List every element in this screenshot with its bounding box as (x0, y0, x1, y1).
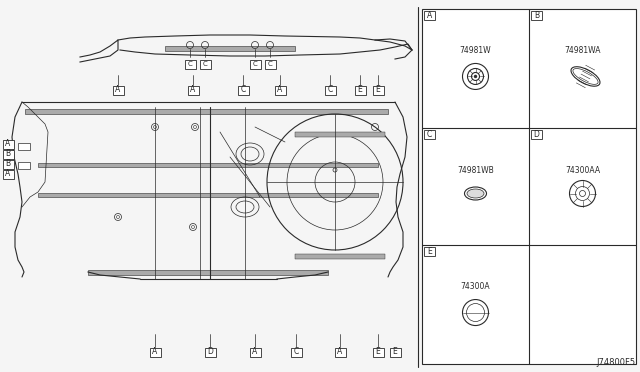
Text: C: C (268, 61, 273, 67)
Text: B: B (534, 11, 539, 20)
Bar (390, 347, 401, 356)
Bar (372, 86, 383, 94)
Bar (3, 150, 13, 158)
Bar (291, 347, 301, 356)
Bar (38, 193, 378, 197)
Bar (200, 60, 211, 68)
Bar (355, 86, 365, 94)
Text: 74981WA: 74981WA (564, 46, 601, 55)
Bar (422, 9, 636, 364)
Text: A: A (337, 347, 342, 356)
Bar (295, 132, 385, 137)
Text: B: B (5, 160, 11, 169)
Text: 74981WB: 74981WB (457, 166, 494, 175)
Text: A: A (252, 347, 258, 356)
Text: A: A (5, 140, 11, 148)
Text: C: C (253, 61, 257, 67)
Bar (275, 86, 285, 94)
Text: C: C (203, 61, 207, 67)
Text: 74300A: 74300A (461, 282, 490, 291)
Text: C: C (328, 86, 333, 94)
Text: A: A (190, 86, 196, 94)
Bar (372, 347, 383, 356)
Text: A: A (5, 170, 11, 179)
Text: E: E (376, 347, 380, 356)
Bar (18, 162, 30, 169)
Text: A: A (427, 11, 432, 20)
Bar (205, 347, 216, 356)
Bar (18, 143, 30, 150)
Ellipse shape (467, 189, 484, 198)
Text: C: C (241, 86, 246, 94)
Text: E: E (427, 247, 432, 256)
Bar (250, 60, 260, 68)
Circle shape (474, 75, 477, 78)
Text: D: D (534, 130, 540, 139)
Text: E: E (376, 86, 380, 94)
Text: 74981W: 74981W (460, 46, 492, 55)
Bar (424, 130, 435, 139)
Bar (531, 11, 542, 20)
Text: C: C (188, 61, 193, 67)
Text: A: A (277, 86, 283, 94)
Text: E: E (358, 86, 362, 94)
Bar (3, 170, 13, 179)
Bar (38, 163, 378, 167)
Bar (25, 109, 388, 114)
Bar (165, 46, 295, 51)
Text: J74800F5: J74800F5 (596, 358, 635, 367)
Bar (188, 86, 198, 94)
Text: B: B (5, 150, 11, 158)
Text: A: A (115, 86, 120, 94)
Text: 74300AA: 74300AA (565, 166, 600, 175)
Text: E: E (392, 347, 397, 356)
Bar (295, 254, 385, 259)
Bar (3, 140, 13, 148)
Bar (324, 86, 335, 94)
Bar (531, 130, 542, 139)
Bar (250, 347, 260, 356)
Bar (424, 247, 435, 256)
Text: D: D (207, 347, 213, 356)
Bar (424, 11, 435, 20)
Bar (264, 60, 275, 68)
Text: C: C (293, 347, 299, 356)
Bar (150, 347, 161, 356)
Bar (88, 270, 328, 275)
Bar (335, 347, 346, 356)
Bar (3, 160, 13, 169)
Bar (113, 86, 124, 94)
Text: A: A (152, 347, 157, 356)
Bar (237, 86, 248, 94)
Bar (184, 60, 195, 68)
Text: C: C (427, 130, 432, 139)
